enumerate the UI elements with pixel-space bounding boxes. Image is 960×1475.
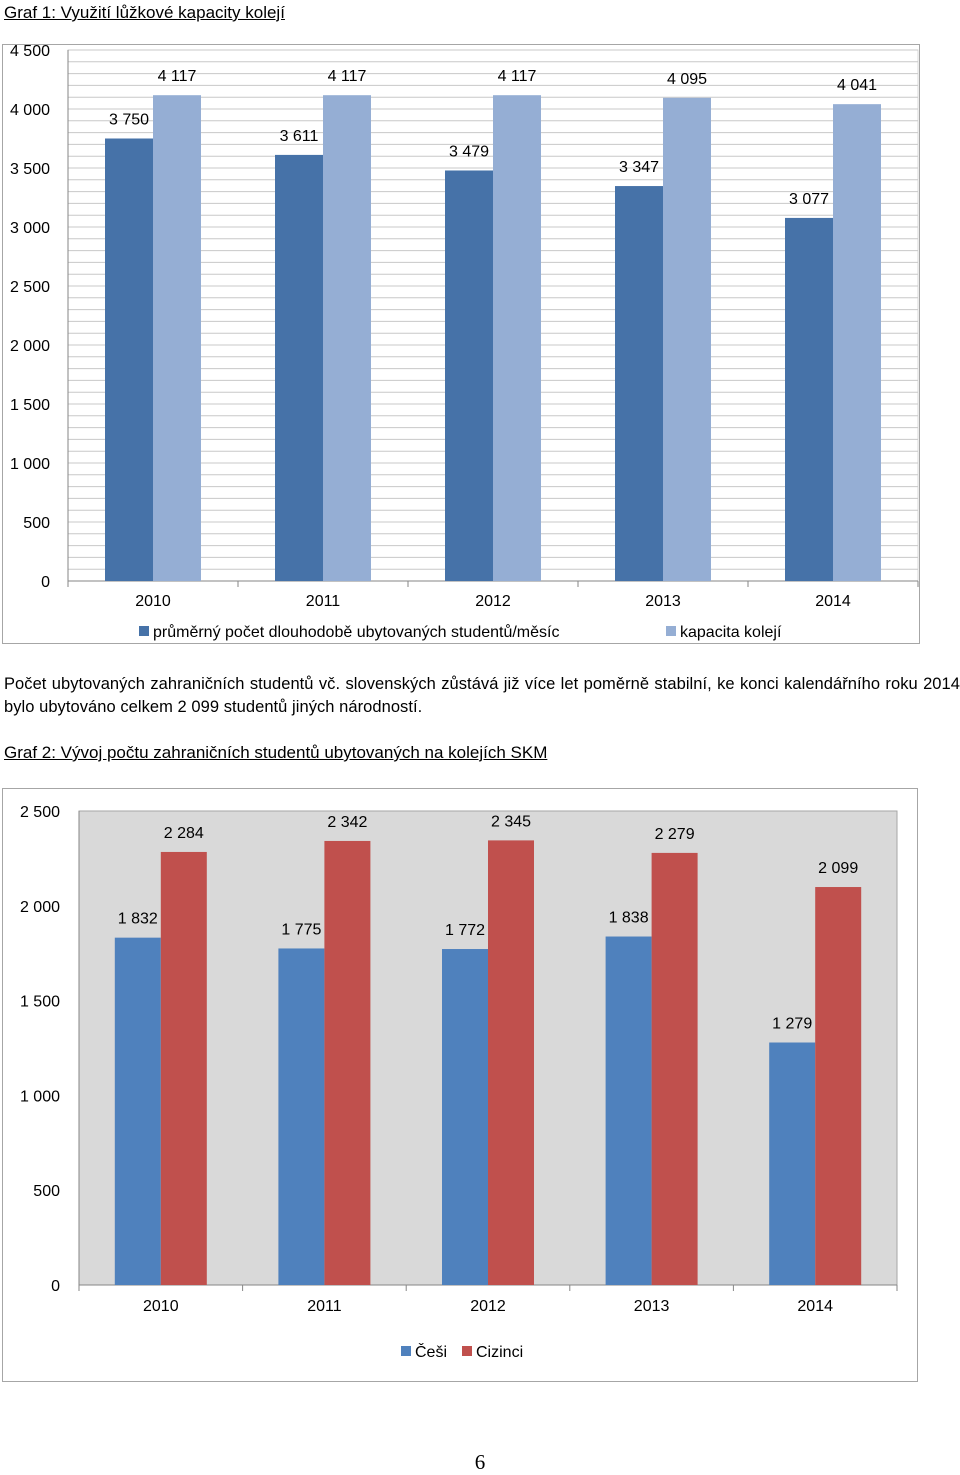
data-label: 3 750 (109, 112, 149, 129)
data-label: 4 041 (837, 77, 877, 94)
legend-swatch (666, 626, 676, 636)
x-tick-label: 2014 (797, 1298, 833, 1315)
bar-series1 (275, 154, 323, 581)
data-label: 3 077 (789, 191, 829, 208)
data-label: 1 775 (281, 921, 321, 938)
body-paragraph: Počet ubytovaných zahraničních studentů … (4, 675, 960, 716)
legend-label: průměrný počet dlouhodobě ubytovaných st… (153, 623, 559, 641)
x-tick-label: 2013 (645, 593, 681, 610)
bar-series1 (442, 949, 488, 1285)
bar-series2 (323, 95, 371, 581)
y-tick-label: 4 500 (10, 43, 50, 60)
y-tick-label: 2 000 (20, 899, 60, 916)
bar-series1 (445, 170, 493, 581)
data-label: 3 611 (280, 128, 319, 145)
data-label: 4 117 (328, 68, 367, 85)
data-label: 1 772 (445, 922, 485, 939)
x-tick-label: 2011 (307, 1298, 342, 1315)
legend-swatch (139, 626, 149, 636)
legend-swatch (401, 1346, 411, 1356)
chart1-caption: Graf 1: Využití lůžkové kapacity kolejí (4, 3, 285, 22)
page-number: 6 (474, 1450, 486, 1474)
legend-label: Cizinci (476, 1344, 523, 1361)
bar-series1 (615, 186, 663, 581)
y-tick-label: 4 000 (10, 102, 50, 119)
bar-series2 (651, 852, 698, 1285)
bar-series1 (605, 936, 652, 1285)
y-tick-label: 1 000 (10, 456, 50, 473)
y-tick-label: 0 (51, 1278, 60, 1295)
bar-series1 (278, 948, 325, 1285)
bar-series1 (105, 138, 153, 581)
bar-series2 (160, 851, 207, 1285)
y-tick-label: 500 (23, 515, 50, 532)
bar-series2 (493, 95, 541, 581)
y-tick-label: 1 500 (10, 397, 50, 414)
data-label: 2 284 (164, 825, 204, 842)
data-label: 2 345 (491, 813, 531, 830)
x-tick-label: 2012 (475, 593, 511, 610)
x-tick-label: 2011 (306, 593, 341, 610)
data-label: 3 347 (619, 159, 659, 176)
y-tick-label: 2 500 (20, 804, 60, 821)
y-tick-label: 0 (41, 574, 50, 591)
x-tick-label: 2013 (634, 1298, 670, 1315)
bar-series2 (815, 887, 862, 1285)
y-tick-label: 2 500 (10, 279, 50, 296)
data-label: 4 095 (667, 71, 707, 88)
y-tick-label: 1 000 (20, 1088, 60, 1105)
chart1-frame: 0 500 1 000 1 500 2 000 2 500 3 000 3 500 4 000 4… (2, 43, 920, 644)
chart2-plot: 0 500 1 000 1 500 2 000 2 500 1 832 2 284 2010 1 … (20, 804, 898, 1361)
x-tick-label: 2010 (143, 1298, 179, 1315)
bar-series2 (324, 840, 371, 1285)
legend-label: Češi (415, 1342, 447, 1361)
bar-series1 (769, 1042, 816, 1285)
x-tick-label: 2010 (135, 593, 171, 610)
chart2-frame: 0 500 1 000 1 500 2 000 2 500 1 832 2 284 2010 1 … (2, 788, 918, 1382)
data-label: 3 479 (449, 143, 489, 160)
data-label: 1 838 (609, 910, 649, 927)
legend-label: kapacita kolejí (680, 624, 782, 641)
bar-series2 (488, 840, 534, 1285)
y-tick-label: 2 000 (10, 338, 50, 355)
bar-series1 (114, 937, 161, 1285)
bar-series2 (663, 97, 711, 581)
y-tick-label: 1 500 (20, 994, 60, 1011)
chart1-plot: 0 500 1 000 1 500 2 000 2 500 3 000 3 500 4 000 4… (10, 43, 919, 641)
data-label: 2 099 (818, 860, 858, 877)
y-tick-label: 3 000 (10, 220, 50, 237)
bar-series1 (785, 217, 833, 581)
data-label: 2 342 (327, 814, 367, 831)
bar-series2 (153, 95, 201, 581)
x-tick-label: 2012 (470, 1298, 506, 1315)
data-label: 2 279 (655, 826, 695, 843)
data-label: 4 117 (498, 68, 537, 85)
data-label: 1 279 (772, 1016, 812, 1033)
y-tick-label: 500 (33, 1183, 60, 1200)
data-label: 1 832 (118, 911, 158, 928)
legend-swatch (462, 1346, 472, 1356)
y-tick-label: 3 500 (10, 161, 50, 178)
data-label: 4 117 (158, 68, 197, 85)
chart2-caption: Graf 2: Vývoj počtu zahraničních student… (4, 743, 548, 762)
x-tick-label: 2014 (815, 593, 851, 610)
bar-series2 (833, 104, 881, 582)
